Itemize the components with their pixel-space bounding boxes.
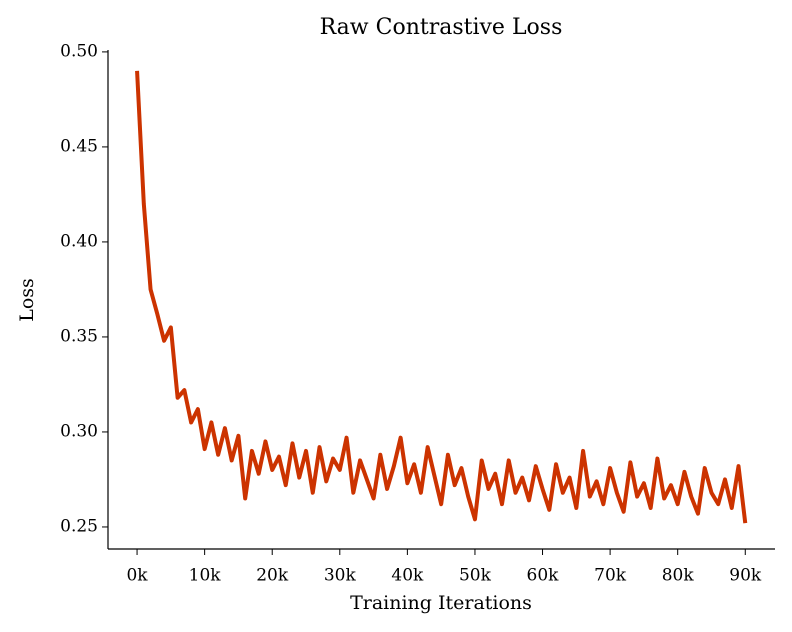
y-tick-label: 0.45	[60, 136, 98, 156]
x-tick-label: 60k	[527, 566, 560, 586]
x-tick-label: 70k	[594, 566, 627, 586]
y-tick-label: 0.30	[60, 421, 98, 441]
x-tick-label: 80k	[662, 566, 695, 586]
chart-title: Raw Contrastive Loss	[320, 15, 563, 40]
x-tick-label: 10k	[189, 566, 222, 586]
y-tick-label: 0.40	[60, 231, 98, 251]
y-tick-label: 0.50	[60, 41, 98, 61]
x-tick-label: 30k	[324, 566, 357, 586]
line	[135, 70, 748, 524]
x-tick-label: 40k	[391, 566, 424, 586]
x-tick-label: 0k	[126, 566, 148, 586]
x-tick-label: 20k	[256, 566, 289, 586]
y-tick-label: 0.25	[60, 516, 98, 536]
x-axis-label: Training Iterations	[350, 592, 532, 614]
y-axis-label: Loss	[16, 278, 38, 322]
y-tick-label: 0.35	[60, 326, 98, 346]
x-tick-label: 90k	[729, 566, 762, 586]
x-tick-label: 50k	[459, 566, 492, 586]
